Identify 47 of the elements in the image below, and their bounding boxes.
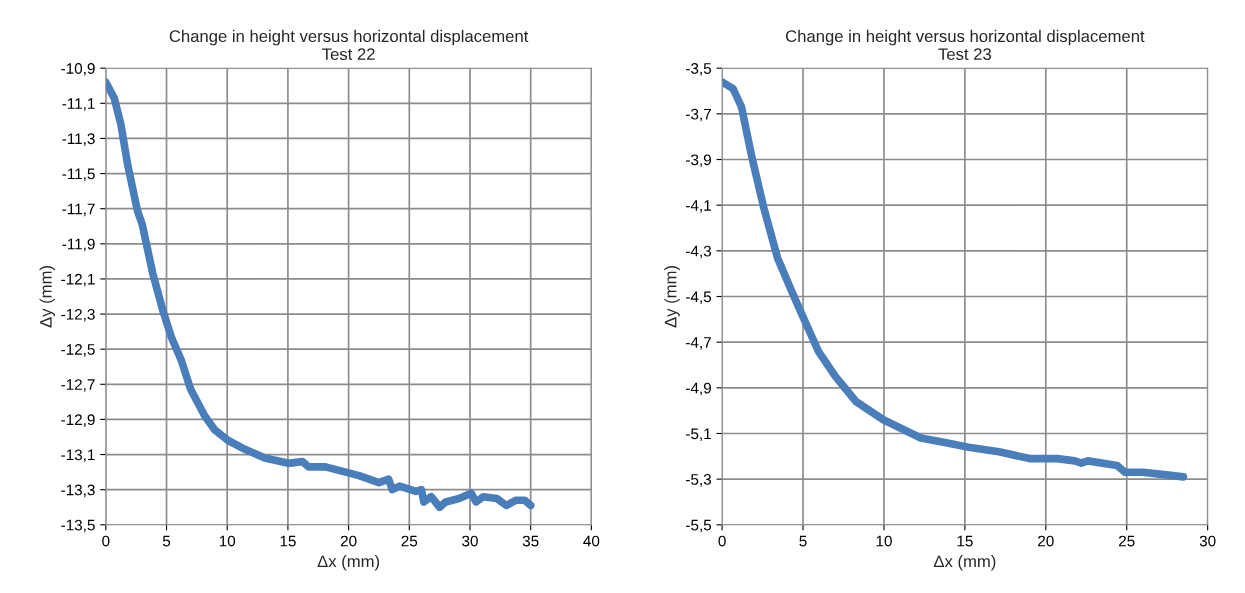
y-tick-label: -4,7 xyxy=(686,337,711,350)
y-tick-label: -4,9 xyxy=(686,382,711,396)
x-tick-label: 0 xyxy=(718,535,726,547)
y-tick-label: -5,5 xyxy=(686,519,712,533)
x-tick-label: 35 xyxy=(522,535,539,547)
x-tick-label: 40 xyxy=(583,535,600,547)
y-tick-label: -4,3 xyxy=(686,245,712,259)
y-tick-label: -3,9 xyxy=(686,154,711,168)
x-tick-label: 10 xyxy=(876,535,892,547)
y-axis-title: Δy (mm) xyxy=(39,266,56,328)
y-tick-label: -11,1 xyxy=(62,98,95,111)
y-tick-label: -12,7 xyxy=(61,379,95,392)
y-tick-label: -11,9 xyxy=(62,238,95,252)
y-tick-label: -5,1 xyxy=(686,428,711,441)
y-tick-label: -11,7 xyxy=(62,203,95,217)
y-tick-label: -13,5 xyxy=(61,519,95,533)
x-tick-label: 5 xyxy=(162,535,171,547)
y-tick-label: -4,1 xyxy=(686,200,711,213)
y-tick-label: -4,5 xyxy=(686,291,712,304)
chart-title: Change in height versus horizontal displacement Test 23 xyxy=(786,29,1145,61)
x-tick-label: 25 xyxy=(1119,535,1135,547)
y-tick-label: -12,1 xyxy=(61,273,95,287)
y-tick-label: -3,7 xyxy=(686,108,711,122)
y-tick-label: -12,9 xyxy=(61,414,95,427)
x-axis-title: Δx (mm) xyxy=(317,555,380,571)
y-tick-label: -10,9 xyxy=(61,63,95,76)
x-tick-label: 15 xyxy=(280,535,296,547)
y-tick-label: -3,5 xyxy=(686,63,712,76)
x-axis-title: Δx (mm) xyxy=(933,555,996,571)
x-tick-label: 5 xyxy=(799,535,807,547)
x-tick-label: 25 xyxy=(401,535,418,547)
x-tick-label: 0 xyxy=(102,535,110,547)
y-tick-label: -5,3 xyxy=(686,474,712,487)
x-tick-label: 20 xyxy=(340,535,357,547)
y-axis-title: Δy (mm) xyxy=(664,266,680,328)
x-tick-label: 15 xyxy=(957,535,973,547)
y-tick-label: -13,3 xyxy=(61,484,95,498)
y-tick-label: -12,5 xyxy=(61,344,95,357)
x-tick-label: 30 xyxy=(462,535,478,547)
x-tick-label: 30 xyxy=(1199,535,1216,547)
y-tick-label: -12,3 xyxy=(61,308,95,322)
x-tick-label: 10 xyxy=(219,535,236,547)
y-tick-label: -13,1 xyxy=(61,449,95,463)
chart-title: Change in height versus horizontal displacement Test 22 xyxy=(169,29,529,61)
x-tick-label: 20 xyxy=(1038,535,1054,547)
y-tick-label: -11,3 xyxy=(62,133,95,146)
y-tick-label: -11,5 xyxy=(62,168,95,182)
